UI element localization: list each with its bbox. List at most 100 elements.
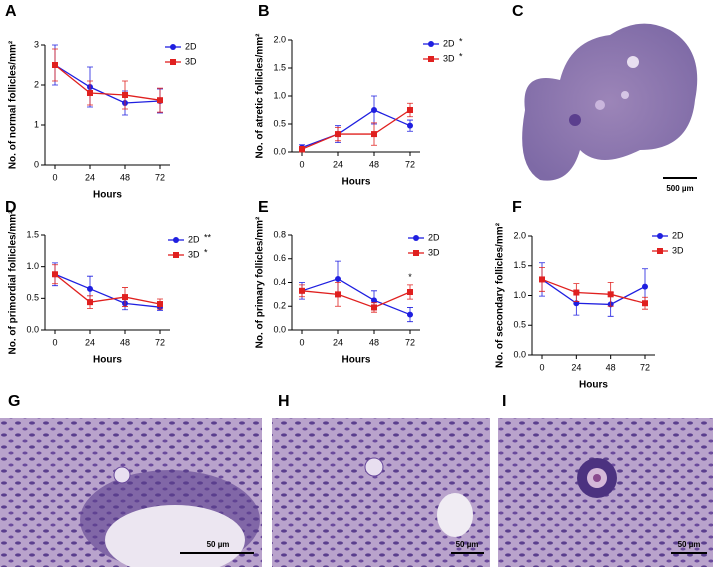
legend-label: 2D xyxy=(185,41,197,51)
legend-marker xyxy=(170,59,176,65)
point xyxy=(407,107,413,113)
line xyxy=(54,64,161,101)
point xyxy=(157,301,163,308)
x-axis-label: Hours xyxy=(93,355,122,366)
significance: ** xyxy=(204,232,212,242)
line xyxy=(541,278,646,306)
scale-bar-label: 50 µm xyxy=(456,540,479,549)
x-tick-label: 72 xyxy=(405,337,415,347)
y-tick-label: 1 xyxy=(34,119,39,129)
legend-marker xyxy=(428,41,434,47)
x-axis-label: Hours xyxy=(342,177,371,188)
panel-label: I xyxy=(502,393,506,410)
point xyxy=(87,90,93,96)
x-axis-label: Hours xyxy=(579,380,608,391)
x-tick-label: 0 xyxy=(299,159,304,169)
x-tick-label: 0 xyxy=(539,362,544,372)
micrographs xyxy=(0,418,713,567)
y-tick-label: 2.0 xyxy=(513,230,526,240)
y-tick-label: 0.4 xyxy=(273,277,286,287)
legend-marker xyxy=(657,248,663,254)
scale-bar-label: 50 µm xyxy=(207,540,230,549)
line xyxy=(541,278,646,304)
legend-label: 3D xyxy=(443,53,455,63)
line xyxy=(54,273,161,308)
point xyxy=(642,283,648,290)
panel-label: E xyxy=(258,199,269,216)
tissue-image xyxy=(522,23,698,181)
point xyxy=(642,300,648,307)
legend-label: 3D xyxy=(428,247,440,257)
point xyxy=(335,291,341,298)
panel-label: C xyxy=(512,3,524,20)
y-tick-label: 1.5 xyxy=(273,62,286,72)
y-axis-label: No. of primordial follicles/mm² xyxy=(8,210,19,355)
point xyxy=(371,107,377,113)
y-tick-label: 0.6 xyxy=(273,253,286,263)
x-tick-label: 72 xyxy=(405,159,415,169)
point xyxy=(87,299,93,306)
point xyxy=(335,275,341,282)
x-tick-label: 48 xyxy=(369,159,379,169)
significance: * xyxy=(204,247,208,257)
legend-marker xyxy=(173,237,179,243)
point xyxy=(299,287,305,294)
y-tick-label: 3 xyxy=(34,39,39,49)
x-tick-label: 0 xyxy=(52,337,57,347)
y-tick-label: 1.0 xyxy=(26,261,39,271)
point xyxy=(122,92,128,98)
y-axis-label: No. of atretic follicles/mm² xyxy=(255,33,266,159)
x-tick-label: 48 xyxy=(120,172,130,182)
y-tick-label: 0.2 xyxy=(273,301,286,311)
panel-label: F xyxy=(512,199,522,216)
legend-marker xyxy=(657,233,663,239)
panel-label: H xyxy=(278,393,290,410)
line xyxy=(301,109,411,150)
x-axis-label: Hours xyxy=(342,355,371,366)
legend-label: 3D xyxy=(188,249,200,259)
x-tick-label: 72 xyxy=(155,172,165,182)
legend-label: 2D xyxy=(188,234,200,244)
scale-bar-label: 500 µm xyxy=(666,184,693,193)
significance: * xyxy=(459,36,463,46)
y-tick-label: 0.0 xyxy=(273,324,286,334)
y-tick-label: 1.5 xyxy=(26,229,39,239)
y-tick-label: 0.8 xyxy=(273,229,286,239)
legend-marker xyxy=(170,44,176,50)
x-tick-label: 48 xyxy=(120,337,130,347)
x-tick-label: 72 xyxy=(155,337,165,347)
y-tick-label: 0 xyxy=(34,159,39,169)
panel-label: D xyxy=(5,199,17,216)
x-tick-label: 24 xyxy=(333,337,343,347)
line xyxy=(54,64,161,104)
significance: * xyxy=(459,51,463,61)
y-tick-label: 1.0 xyxy=(273,90,286,100)
x-tick-label: 24 xyxy=(333,159,343,169)
y-axis-label: No. of primary follicles/mm² xyxy=(255,216,266,348)
y-tick-label: 0.5 xyxy=(513,320,526,330)
point xyxy=(407,122,413,129)
x-tick-label: 48 xyxy=(369,337,379,347)
y-tick-label: 0.0 xyxy=(513,349,526,359)
point xyxy=(87,285,93,292)
point xyxy=(371,131,377,138)
x-tick-label: 72 xyxy=(640,362,650,372)
line xyxy=(301,278,411,316)
panel-label: B xyxy=(258,3,270,20)
x-tick-label: 48 xyxy=(606,362,616,372)
point xyxy=(52,271,58,278)
point xyxy=(607,291,614,298)
y-tick-label: 0.0 xyxy=(273,146,286,156)
annotation: * xyxy=(408,272,412,282)
legend-marker xyxy=(428,56,434,62)
x-tick-label: 24 xyxy=(85,337,95,347)
point xyxy=(371,304,377,311)
point xyxy=(52,62,58,68)
x-tick-label: 0 xyxy=(52,172,57,182)
y-tick-label: 2 xyxy=(34,79,39,89)
point xyxy=(539,276,545,283)
line xyxy=(54,273,161,305)
legend-label: 2D xyxy=(672,230,684,240)
point xyxy=(407,311,413,318)
